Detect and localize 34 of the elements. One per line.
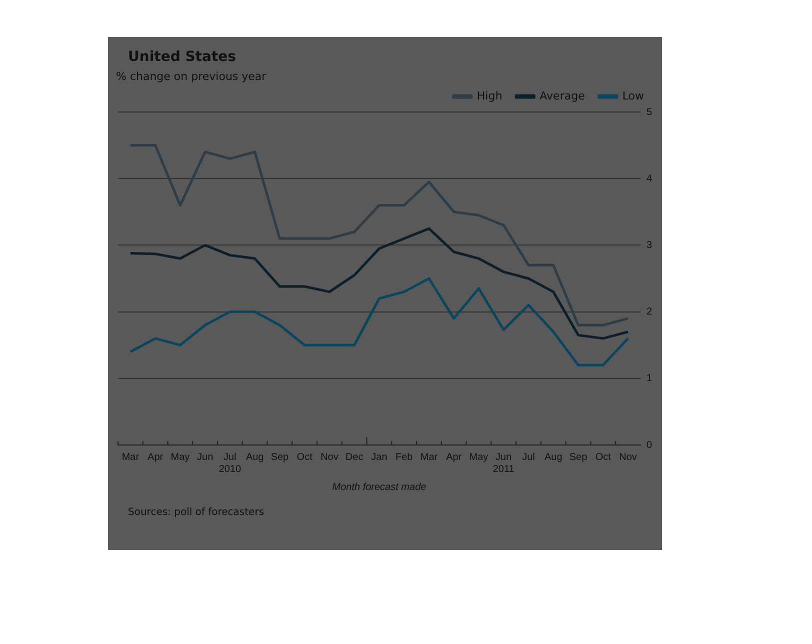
legend-label: High [476, 89, 502, 102]
x-tick-label: Nov [320, 452, 338, 463]
x-tick-label: Jan [371, 452, 388, 463]
x-tick-label: Jun 2011 [492, 452, 515, 475]
x-tick-label: Feb [395, 452, 414, 463]
y-tick-label: 0 [646, 440, 652, 451]
x-tick-label: Sep [270, 452, 290, 463]
x-tick-label: Mar [420, 452, 438, 463]
y-tick-label: 1 [646, 373, 652, 384]
x-tick-label: Nov [619, 452, 637, 463]
x-tick-label: Dec [345, 452, 364, 463]
chart-title: United States [128, 49, 236, 65]
x-tick-label: Apr [148, 452, 164, 463]
x-tick-label: Oct [296, 452, 313, 463]
x-tick-label: Jul [522, 452, 535, 463]
y-tick-label: 4 [646, 173, 652, 184]
x-tick-label: May [170, 452, 190, 463]
x-tick-label: Aug [544, 452, 562, 463]
chart-subtitle: % change on previous year [116, 70, 266, 83]
y-tick-label: 5 [646, 106, 652, 118]
x-tick-label: Mar [122, 452, 140, 463]
x-tick-label: Sep [569, 452, 588, 463]
x-tick-label: Jun [197, 452, 214, 463]
x-tick-label: Aug [246, 452, 264, 463]
x-tick-label: Apr [446, 452, 462, 463]
y-tick-label: 3 [646, 240, 652, 251]
legend-label: Low [622, 89, 644, 102]
x-tick-label: May [469, 452, 488, 463]
y-tick-label: 2 [646, 306, 652, 318]
x-tick-label: Oct [595, 452, 612, 463]
x-axis-title: Month forecast made [332, 482, 427, 493]
x-tick-label: Jul 2010 [218, 452, 242, 475]
legend-label: Average [540, 89, 586, 102]
source-note: Sources: poll of forecasters [128, 507, 266, 518]
